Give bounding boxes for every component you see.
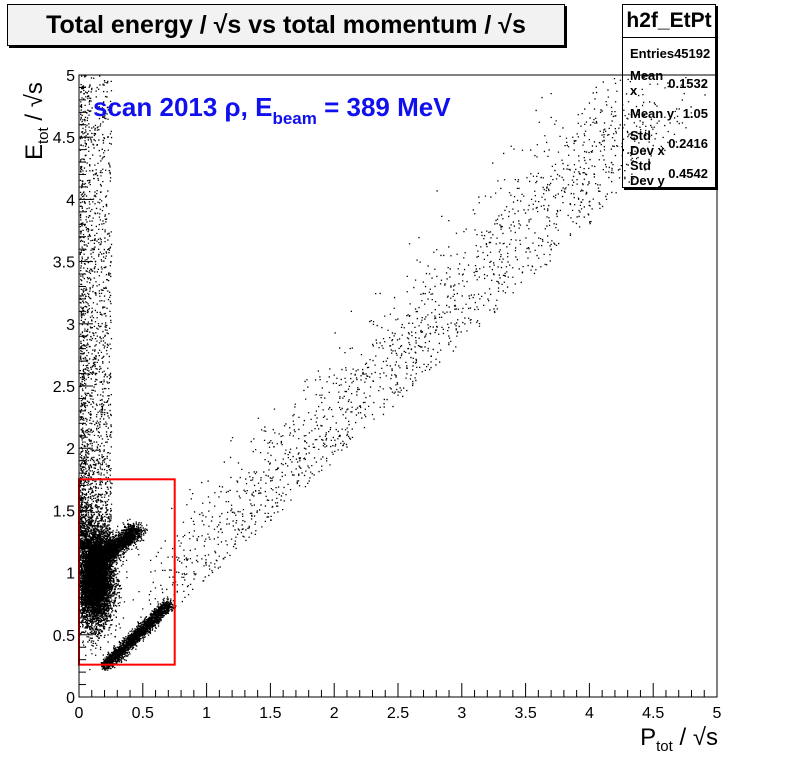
x-tick-label: 3.5 xyxy=(514,705,536,722)
stats-row-std-dev-y: Std Dev y 0.4542 xyxy=(623,158,715,188)
y-tick-label: 0 xyxy=(66,690,75,707)
x-tick-label: 4.5 xyxy=(642,705,664,722)
y-tick-label: 1 xyxy=(66,566,75,583)
chart-title: Total energy / √s vs total momentum / √s xyxy=(7,4,565,46)
stats-histogram-name: h2f_EtPt xyxy=(623,5,715,38)
x-tick-label: 0.5 xyxy=(132,705,154,722)
stats-box: h2f_EtPt Entries 45192 Mean x 0.1532 Mean … xyxy=(622,4,716,188)
x-axis-ticks: 0 0.5 1 1.5 2 2.5 3 3.5 4 4.5 5 xyxy=(75,683,722,722)
x-tick-label: 0 xyxy=(75,705,84,722)
y-tick-label: 2.5 xyxy=(53,379,75,396)
stats-value: 0.4542 xyxy=(668,165,708,181)
stats-value: 45192 xyxy=(674,45,711,61)
y-axis-ticks: 0 0.5 1 1.5 2 2.5 3 3.5 4 4.5 5 xyxy=(53,68,93,707)
stats-row-std-dev-x: Std Dev x 0.2416 xyxy=(623,128,715,158)
y-tick-label: 1.5 xyxy=(53,503,75,520)
y-tick-label: 5 xyxy=(66,68,75,85)
x-tick-label: 1 xyxy=(202,705,211,722)
y-tick-label: 2 xyxy=(66,441,75,458)
scatter-points xyxy=(79,75,706,671)
x-tick-label: 5 xyxy=(713,705,722,722)
x-axis-label: Ptot / √s xyxy=(640,724,718,755)
y-tick-label: 0.5 xyxy=(53,628,75,645)
x-tick-label: 2 xyxy=(330,705,339,722)
y-axis-label: Etot / √s xyxy=(21,82,52,160)
x-axis-label-subscript: tot xyxy=(656,738,673,755)
stats-label: Std Dev y xyxy=(630,158,665,188)
x-tick-label: 1.5 xyxy=(259,705,281,722)
x-axis-label-tail: / √s xyxy=(672,724,718,751)
annotation-tail: = 389 MeV xyxy=(316,92,451,122)
stats-row-mean-x: Mean x 0.1532 xyxy=(623,68,715,98)
y-tick-label: 3.5 xyxy=(53,255,75,272)
scatter-point-cloud xyxy=(79,75,706,671)
chart-annotation: scan 2013 ρ, Ebeam = 389 MeV xyxy=(93,92,451,129)
stats-value: 1.05 xyxy=(682,105,708,121)
x-tick-label: 4 xyxy=(585,705,594,722)
x-tick-label: 3 xyxy=(457,705,466,722)
stats-label: Entries xyxy=(630,45,675,61)
y-tick-label: 3 xyxy=(66,317,75,334)
y-axis-label-subscript: tot xyxy=(35,127,52,144)
stats-label: Mean y xyxy=(630,105,675,121)
stats-value: 0.2416 xyxy=(668,135,708,151)
y-tick-label: 4 xyxy=(66,192,75,209)
stats-row-mean-y: Mean y 1.05 xyxy=(623,98,715,128)
annotation-main: scan 2013 ρ, E xyxy=(93,92,273,122)
y-tick-label: 4.5 xyxy=(53,130,75,147)
x-axis-label-main: P xyxy=(640,724,657,751)
y-axis-label-tail: / √s xyxy=(21,82,48,128)
x-tick-label: 2.5 xyxy=(387,705,409,722)
stats-value: 0.1532 xyxy=(668,75,708,91)
y-axis-label-main: E xyxy=(21,143,48,160)
stats-label: Std Dev x xyxy=(630,128,665,158)
stats-row-entries: Entries 45192 xyxy=(623,38,715,68)
annotation-subscript: beam xyxy=(272,109,317,128)
